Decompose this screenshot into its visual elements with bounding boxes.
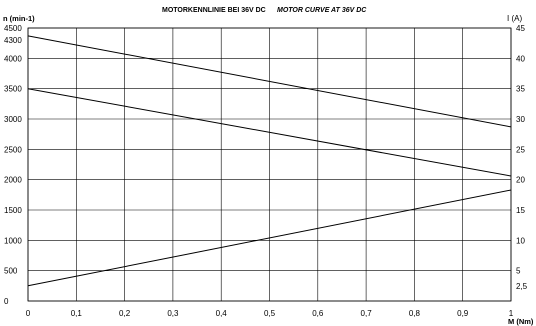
y-right-tick-label: 25 — [516, 145, 525, 154]
y-right-tick-label: 15 — [516, 206, 525, 215]
y-left-tick-label: 3000 — [4, 115, 22, 124]
y-left-axis-label: n (min-1) — [3, 14, 35, 23]
y-left-tick-label: 2000 — [4, 176, 22, 185]
x-tick-label: 0,6 — [312, 309, 324, 318]
y-left-tick-label: 1500 — [4, 206, 22, 215]
y-left-axis-ticks: 0 500 1000 1500 2000 2500 3000 3500 4000 4300 4500 — [4, 24, 22, 306]
x-tick-label: 0,7 — [361, 309, 373, 318]
y-right-tick-label: 45 — [516, 24, 525, 33]
series-line-3 — [27, 189, 512, 287]
y-right-tick-label: 35 — [516, 85, 525, 94]
y-right-tick-label: 2,5 — [516, 282, 528, 291]
x-tick-label: 0,1 — [71, 309, 83, 318]
x-tick-label: 0,3 — [167, 309, 179, 318]
y-right-axis-ticks: 2,5 5 10 15 20 25 30 35 40 45 — [516, 24, 528, 291]
x-tick-label: 0,9 — [457, 309, 469, 318]
chart-subtitle: MOTOR CURVE AT 36V DC — [277, 7, 367, 14]
series-line-1 — [27, 35, 512, 128]
y-left-tick-label: 4500 — [4, 24, 22, 33]
x-axis-ticks: 0 0,1 0,2 0,3 0,4 0,5 0,6 0,7 0,8 0,9 1 — [26, 309, 514, 318]
y-left-tick-label: 4000 — [4, 54, 22, 63]
chart-title: MOTORKENNLINIE BEI 36V DC — [162, 7, 266, 14]
y-left-tick-label: 500 — [4, 267, 18, 276]
x-tick-label: 0,4 — [216, 309, 228, 318]
x-tick-label: 0,2 — [119, 309, 131, 318]
y-left-tick-label: 4300 — [4, 36, 22, 45]
x-tick-label: 0 — [26, 309, 31, 318]
y-right-tick-label: 30 — [516, 115, 525, 124]
y-right-tick-label: 10 — [516, 236, 525, 245]
y-left-tick-label: 3500 — [4, 85, 22, 94]
y-right-tick-label: 5 — [516, 267, 521, 276]
x-axis-label: M (Nm) — [508, 317, 534, 326]
y-left-tick-label: 0 — [4, 297, 9, 306]
series-line-2 — [27, 88, 512, 177]
series-lines — [27, 35, 512, 287]
x-tick-label: 0,8 — [409, 309, 421, 318]
x-tick-label: 1 — [509, 309, 514, 318]
y-right-tick-label: 20 — [516, 176, 525, 185]
x-tick-label: 0,5 — [264, 309, 276, 318]
y-right-axis-label: I (A) — [507, 14, 522, 23]
plot-frame — [27, 27, 512, 302]
grid — [27, 27, 512, 302]
y-left-tick-label: 2500 — [4, 145, 22, 154]
y-left-tick-label: 1000 — [4, 236, 22, 245]
y-right-tick-label: 40 — [516, 54, 525, 63]
